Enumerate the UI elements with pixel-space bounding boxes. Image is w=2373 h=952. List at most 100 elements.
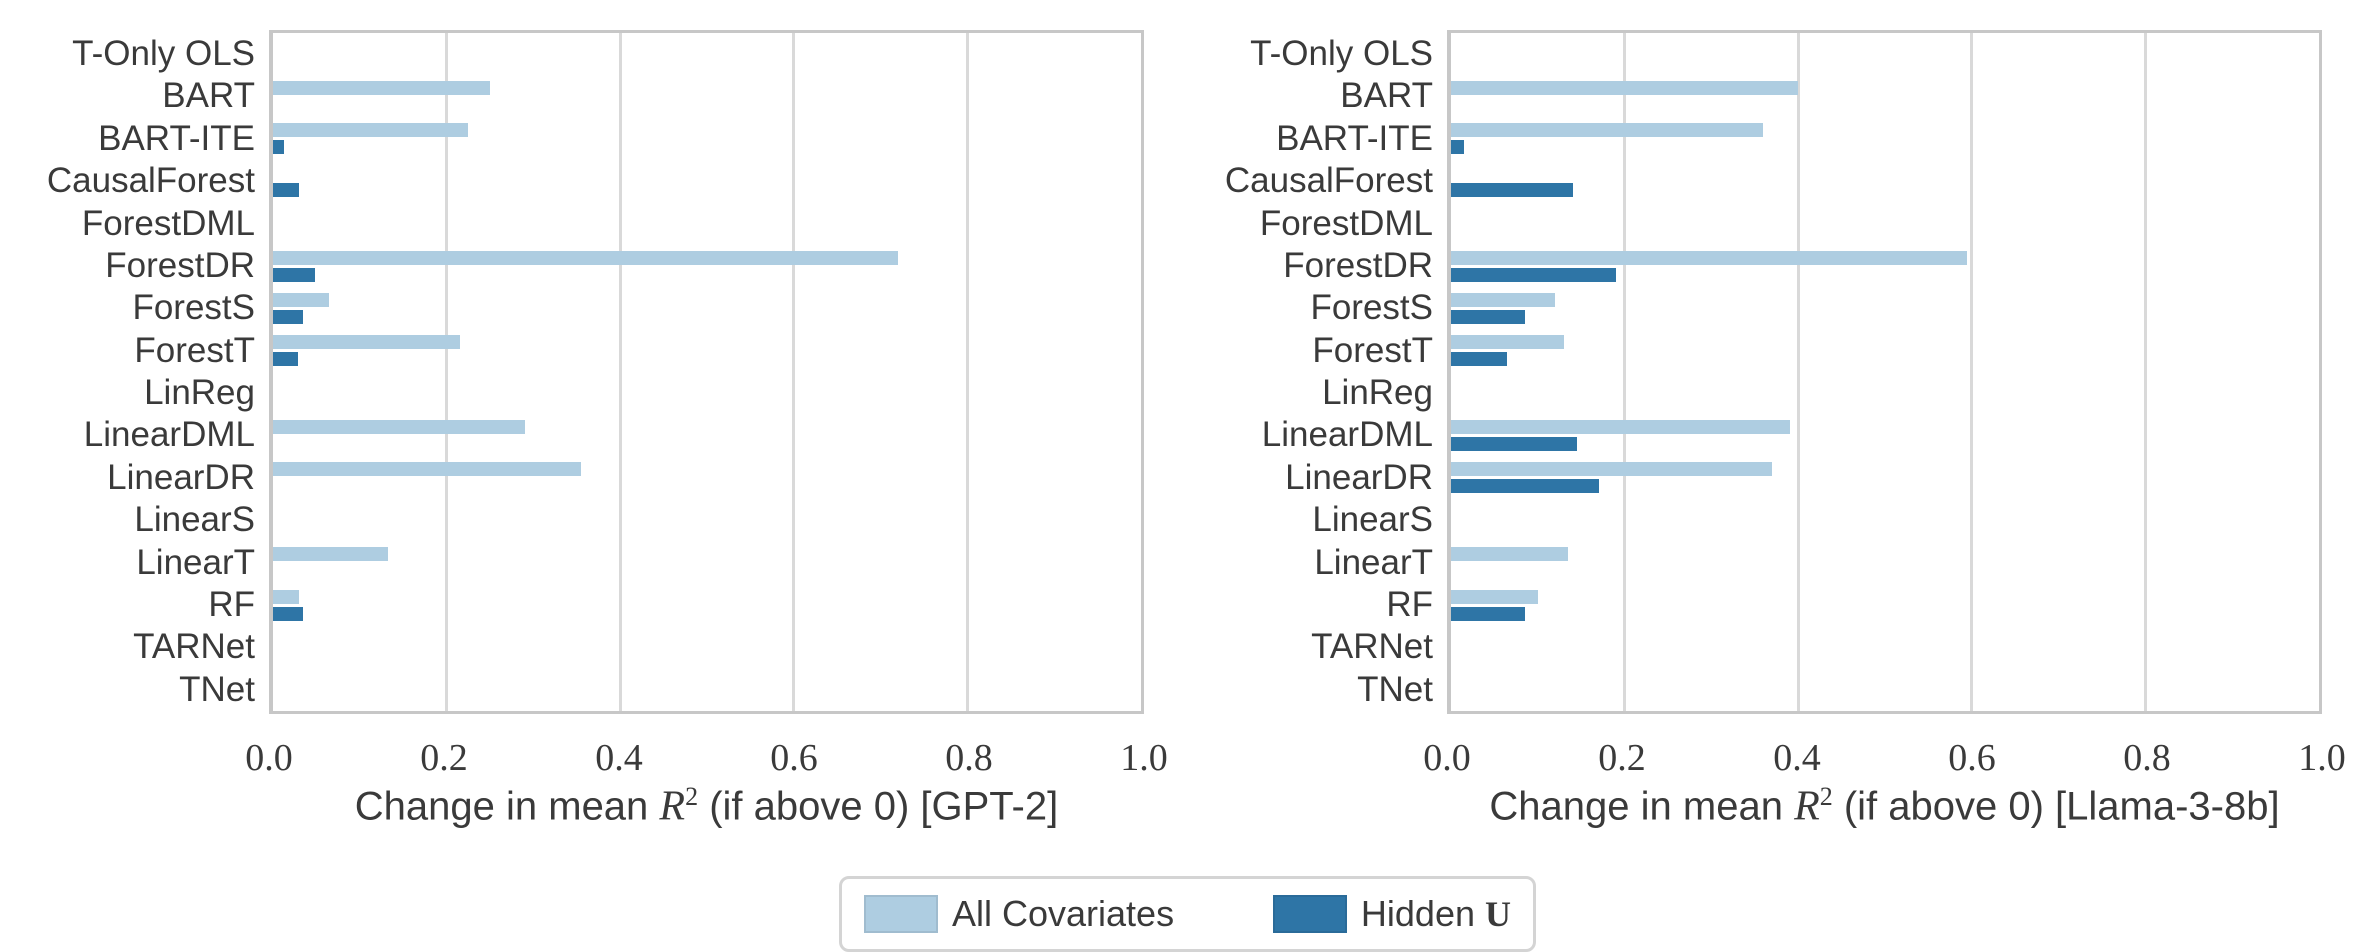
y-label-lineardml: LinearDML (83, 415, 255, 455)
bar-forestdr-hidden-u (1451, 267, 1616, 282)
y-label-linears: LinearS (1312, 500, 1433, 540)
y-label-tnet: TNet (1357, 669, 1433, 709)
x-tick-0.2: 0.2 (1598, 737, 1646, 779)
y-label-tarnet: TARNet (1311, 627, 1433, 667)
bar-rf-hidden-u (1451, 606, 1525, 621)
legend-item-hidden-u: Hidden U (1272, 893, 1511, 935)
bar-row-tarnet (273, 626, 1141, 668)
bar-row-tnet (1451, 669, 2319, 711)
y-label-forests: ForestS (132, 288, 255, 328)
bar-row-bart (1451, 75, 2319, 117)
bar-row-linreg (1451, 372, 2319, 414)
bar-row-lineardr (273, 457, 1141, 499)
y-label-rf: RF (208, 584, 255, 624)
bar-row-rf (273, 584, 1141, 626)
bar-lineart-all-covariates (1451, 547, 1569, 562)
y-label-forestdml: ForestDML (81, 203, 255, 243)
legend-label-hidden-u: Hidden U (1361, 893, 1511, 935)
bar-forestt-hidden-u (273, 352, 299, 367)
bar-row-lineart (273, 542, 1141, 584)
gridline-0.8 (2143, 33, 2147, 711)
bar-row-linreg (273, 372, 1141, 414)
bar-lineardml-hidden-u (1451, 437, 1577, 452)
y-label-forestdr: ForestDR (1283, 245, 1433, 285)
x-tick-0.8: 0.8 (945, 737, 993, 779)
bar-row-t-only-ols (273, 33, 1141, 75)
plot-area-gpt-2 (269, 30, 1144, 714)
bar-row-bart-ite (273, 118, 1141, 160)
bar-forests-hidden-u (1451, 309, 1525, 324)
bar-forestt-all-covariates (273, 335, 460, 350)
bar-lineart-all-covariates (273, 547, 389, 562)
y-label-linears: LinearS (134, 500, 255, 540)
bar-row-forests (1451, 287, 2319, 329)
bar-row-forestt (273, 330, 1141, 372)
y-label-tarnet: TARNet (133, 627, 255, 667)
bar-lineardml-all-covariates (1451, 420, 1790, 435)
x-tick-0.0: 0.0 (1423, 737, 1471, 779)
bar-row-bart (273, 75, 1141, 117)
x-tick-0.0: 0.0 (245, 737, 293, 779)
bar-row-lineardr (1451, 457, 2319, 499)
bar-row-rf (1451, 584, 2319, 626)
y-label-t-only-ols: T-Only OLS (72, 34, 255, 73)
y-label-t-only-ols: T-Only OLS (1250, 34, 1433, 73)
bar-forests-all-covariates (273, 292, 330, 307)
bar-row-bart-ite (1451, 118, 2319, 160)
y-label-rf: RF (1386, 584, 1433, 624)
bar-row-causalforest (273, 160, 1141, 202)
bar-bart-all-covariates (1451, 81, 1799, 96)
x-tick-0.8: 0.8 (2123, 737, 2171, 779)
x-axis-title-gpt-2: Change in mean R2 (if above 0) [GPT-2] (269, 782, 1144, 830)
legend-label-u-symbol: U (1485, 894, 1511, 934)
plot-area-llama-3-8b (1447, 30, 2322, 714)
bar-forestt-hidden-u (1451, 352, 1508, 367)
y-label-forestt: ForestT (134, 330, 255, 370)
bar-row-forestdr (273, 245, 1141, 287)
bar-row-lineardml (273, 414, 1141, 456)
y-label-bart: BART (162, 76, 255, 116)
y-label-forestt: ForestT (1312, 330, 1433, 370)
bar-row-linears (273, 499, 1141, 541)
x-axis-title-part: Change in mean (1489, 784, 1795, 829)
gridline-0.6 (1970, 33, 1974, 711)
bar-lineardr-hidden-u (1451, 479, 1599, 494)
bar-row-forestdr (1451, 245, 2319, 287)
bar-lineardr-all-covariates (273, 462, 582, 477)
bar-row-t-only-ols (1451, 33, 2319, 75)
gridline-0.4 (618, 33, 622, 711)
gridline-0.6 (792, 33, 796, 711)
x-axis-title-part: R (1794, 783, 1820, 830)
gridline-0.2 (445, 33, 449, 711)
bar-forestdr-hidden-u (273, 267, 315, 282)
y-label-forestdr: ForestDR (105, 245, 255, 285)
legend: All Covariates Hidden U (839, 876, 1536, 952)
bar-row-lineardml (1451, 414, 2319, 456)
bar-causalforest-hidden-u (1451, 182, 1573, 197)
bar-row-tarnet (1451, 626, 2319, 668)
bar-rf-hidden-u (273, 606, 304, 621)
x-tick-0.6: 0.6 (1948, 737, 1996, 779)
y-label-forests: ForestS (1310, 288, 1433, 328)
y-label-linreg: LinReg (1322, 373, 1433, 412)
legend-swatch-all-covariates (864, 895, 938, 933)
gridline-0.8 (965, 33, 969, 711)
y-label-lineardr: LinearDR (107, 457, 255, 497)
bar-row-forestt (1451, 330, 2319, 372)
gridline-0.4 (1796, 33, 1800, 711)
bar-row-tnet (273, 669, 1141, 711)
legend-label-all-covariates: All Covariates (952, 893, 1175, 934)
bar-causalforest-hidden-u (273, 182, 300, 197)
x-axis-title-part: (if above 0) [GPT-2] (698, 784, 1059, 829)
x-axis-title-part: 2 (685, 782, 699, 811)
bar-lineardml-all-covariates (273, 420, 525, 435)
x-axis-title-llama-3-8b: Change in mean R2 (if above 0) [Llama-3-… (1447, 782, 2322, 830)
y-label-causalforest: CausalForest (46, 161, 255, 201)
bar-forestdr-all-covariates (1451, 250, 1968, 265)
bar-rf-all-covariates (1451, 589, 1538, 604)
x-tick-1.0: 1.0 (1120, 737, 1168, 779)
x-tick-0.4: 0.4 (1773, 737, 1821, 779)
bar-bart-ite-hidden-u (273, 140, 285, 155)
y-label-bart-ite: BART-ITE (98, 118, 255, 158)
